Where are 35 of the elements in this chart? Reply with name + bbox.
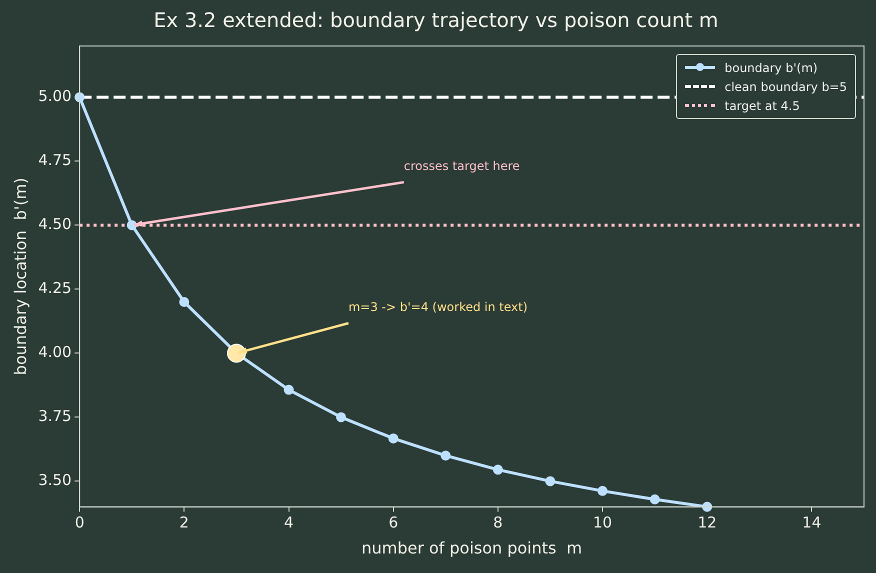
point [440,450,451,461]
y-tick-label: 4.50 [38,215,72,234]
point [598,486,608,496]
point [226,344,246,363]
point [545,476,556,486]
point [702,502,712,512]
point [492,464,503,475]
y-tick-label: 3.50 [38,471,72,490]
chart-title: Ex 3.2 extended: boundary trajectory vs poison count m [154,8,718,32]
y-axis-title: boundary location b'(m) [10,178,30,376]
annotation: crosses target here [404,159,520,174]
ref-line-label: clean boundary b=5 [724,80,847,94]
y-tick-label: 4.25 [38,279,72,298]
y-tick-label: 5.00 [38,87,72,106]
x-axis-title: number of poison points m [361,538,582,558]
point [74,92,85,102]
x-tick-label: 4 [284,514,294,532]
x-tick-label: 2 [179,514,189,532]
x-tick-label: 14 [802,514,822,532]
y-tick-label: 4.75 [38,151,72,170]
point [284,384,294,395]
legend-label: target at 4.5 [724,98,800,112]
legend-label: boundary b'(m) [724,60,818,74]
y-tick-label: 3.75 [38,407,72,426]
point [179,297,190,307]
point [388,433,398,444]
point [336,412,346,422]
x-tick-label: 0 [74,514,84,532]
point [650,494,660,504]
x-tick-label: 8 [493,514,503,532]
y-tick-label: 4.00 [38,343,72,362]
x-tick-label: 12 [698,514,717,532]
x-tick-label: 10 [592,514,612,532]
x-tick-label: 6 [388,514,398,532]
annotation: m=3 -> b'=4 (worked in text) [348,300,528,314]
